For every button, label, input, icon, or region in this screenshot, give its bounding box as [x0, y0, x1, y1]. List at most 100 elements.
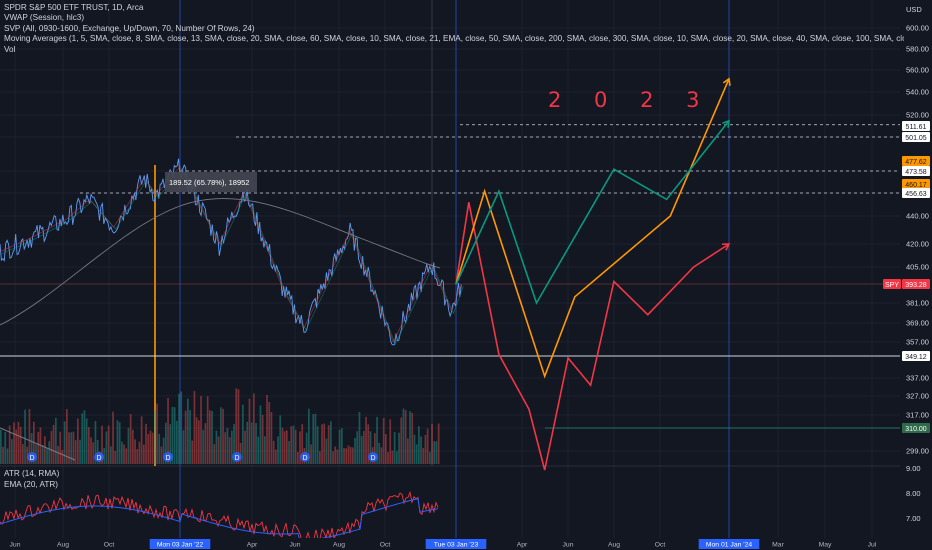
volume-bar — [387, 451, 389, 464]
volume-bar — [24, 409, 26, 464]
volume-bar — [244, 430, 246, 464]
dividend-marker — [300, 452, 310, 462]
time-tick-label: Aug — [608, 542, 620, 549]
time-tick-label: Mar — [772, 542, 784, 549]
volume-bar — [391, 450, 394, 464]
volume-bar — [85, 418, 88, 464]
volume-bar — [19, 426, 22, 464]
vwap-legend[interactable]: VWAP (Session, hlc3) — [4, 13, 85, 23]
volume-bar — [334, 446, 337, 464]
volume-bar — [233, 424, 235, 464]
atr-label[interactable]: ATR (14, RMA) — [4, 469, 60, 478]
ema-label[interactable]: EMA (20, ATR) — [4, 479, 58, 489]
volume-bar — [138, 441, 141, 464]
projection-line-2 — [455, 78, 730, 379]
volume-bar — [235, 388, 238, 464]
volume-bar — [68, 432, 70, 464]
volume-bar — [116, 420, 119, 464]
volume-bar — [129, 414, 132, 464]
price-badge-label: 511.61 — [906, 124, 927, 131]
volume-bar — [246, 421, 249, 464]
measure-tooltip: 189.52 (65.78%), 18952 — [165, 172, 257, 192]
price-tick-label: 381.00 — [906, 299, 929, 308]
volume-bar — [290, 426, 293, 464]
ma-series-red — [0, 166, 462, 343]
volume-bar — [385, 434, 387, 464]
price-badge-label: 310.00 — [905, 426, 927, 433]
volume-bar — [121, 441, 123, 464]
volume-bar — [354, 437, 356, 464]
volume-bar — [220, 407, 222, 464]
ma-legend[interactable]: Moving Averages (1, 5, SMA, close, 8, SM… — [4, 34, 904, 44]
time-tick-label: Tue 03 Jan '23 — [434, 542, 479, 549]
volume-bar — [321, 424, 323, 464]
projection-arrowhead-2 — [722, 77, 731, 86]
price-badge — [902, 121, 930, 131]
volume-bar — [358, 411, 361, 464]
volume-bar — [61, 449, 64, 464]
volume-bar — [110, 446, 112, 464]
volume-bar — [255, 422, 257, 464]
time-tick-label: Oct — [104, 542, 115, 549]
svp-legend[interactable]: SVP (All, 0930-1600, Exchange, Up/Down, … — [4, 23, 255, 33]
volume-bar — [261, 414, 264, 464]
volume-bar — [72, 431, 75, 464]
price-axis[interactable]: USD 600.00 580.00 560.00 540.00 520.00 440.00 4… — [883, 0, 932, 538]
price-tick-label: 317.00 — [906, 411, 929, 420]
time-tick-label: Oct — [380, 542, 391, 549]
dividend-label: D — [96, 455, 101, 462]
projection-line-1 — [455, 202, 730, 471]
volume-bar — [283, 431, 286, 464]
volume-bar — [250, 422, 253, 464]
price-badge — [902, 132, 930, 142]
volume-bar — [77, 418, 79, 464]
time-tick-label: Aug — [57, 542, 69, 549]
volume-bar — [191, 440, 194, 464]
volume-bar — [402, 408, 405, 464]
price-tick-label: 440.00 — [906, 212, 929, 221]
atr-series — [0, 490, 439, 538]
volume-bar — [28, 408, 31, 464]
volume-bar — [182, 430, 185, 464]
volume-bar — [352, 447, 354, 464]
dividend-marker — [94, 452, 104, 462]
volume-bar — [330, 421, 332, 464]
volume-bar — [52, 424, 55, 464]
time-tick-badge — [425, 539, 487, 549]
volume-bar — [343, 447, 345, 464]
volume-bar — [398, 432, 400, 464]
volume-bar — [30, 433, 33, 464]
price-badge-label: 460.17 — [905, 182, 927, 189]
dividend-label: D — [165, 455, 170, 462]
time-tick-label: Jul — [868, 542, 877, 549]
volume-bar — [222, 408, 224, 464]
symbol-title[interactable]: SPDR S&P 500 ETF TRUST, 1D, Arca — [4, 3, 144, 12]
volume-bar — [149, 430, 152, 464]
volume-bar — [389, 419, 392, 464]
ma-series-green — [1, 168, 464, 345]
volume-bar — [145, 423, 147, 464]
volume-bar — [151, 432, 154, 464]
atr-tick-label: 8.00 — [906, 489, 921, 498]
dividend-marker — [163, 452, 173, 462]
volume-bar — [308, 408, 310, 464]
volume-bar — [426, 428, 429, 464]
price-tick-label: 299.00 — [906, 447, 929, 456]
projection-arrowhead-1 — [721, 243, 731, 251]
volume-bar — [63, 421, 66, 464]
volume-bar — [215, 430, 218, 464]
price-badge-label: SPY — [885, 282, 899, 289]
volume-bar — [44, 436, 46, 464]
dividend-label: D — [370, 455, 375, 462]
atr-tick-label: 9.00 — [906, 464, 921, 473]
volume-bar — [288, 441, 290, 464]
time-tick-label: Mon 03 Jan '22 — [157, 542, 203, 549]
volume-bar — [187, 398, 189, 464]
time-axis[interactable]: Jun Aug Oct Mon 03 Jan '22 Apr Jun Aug Oct Tue 0… — [0, 538, 932, 550]
ma-200 — [0, 198, 441, 326]
volume-bar — [90, 437, 92, 464]
currency-label: USD — [906, 5, 922, 14]
vol-legend[interactable]: Vol — [4, 44, 16, 54]
